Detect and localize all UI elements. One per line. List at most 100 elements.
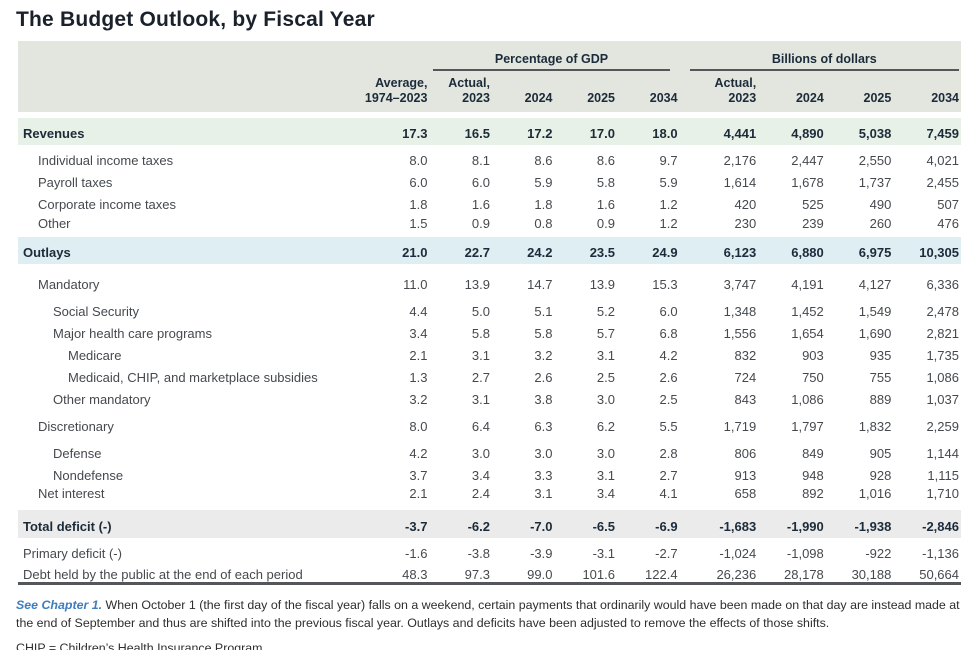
row-label: Discretionary bbox=[38, 419, 114, 434]
cell-value: 5,038 bbox=[825, 112, 894, 148]
cell-value: 3.0 bbox=[471, 446, 490, 461]
cell-value: 6.4 bbox=[471, 419, 490, 434]
cell-value: 843 bbox=[734, 392, 757, 407]
row-label: Social Security bbox=[53, 304, 139, 319]
cell-value: -1,990 bbox=[758, 500, 826, 541]
budget-table: Percentage of GDP Billions of dollars Av… bbox=[18, 41, 961, 585]
table-row: Debt held by the public at the end of ea… bbox=[18, 561, 961, 585]
row-label: Other bbox=[38, 216, 71, 231]
cell-value: 750 bbox=[802, 370, 824, 385]
cell-value: 7,459 bbox=[893, 112, 961, 148]
table-row: Social Security 4.4 5.0 5.1 5.2 6.0 1,348 1,452… bbox=[18, 292, 961, 319]
group-header-billions-cell: Billions of dollars bbox=[679, 41, 961, 71]
cell-value: 420 bbox=[734, 197, 757, 212]
cell-value: 6,880 bbox=[758, 231, 826, 267]
row-label: Defense bbox=[53, 446, 102, 461]
cell-value: 6.8 bbox=[659, 326, 678, 341]
cell-value: 239 bbox=[802, 216, 824, 231]
cell-value: 1,719 bbox=[723, 419, 757, 434]
column-header: Actual, 2023 bbox=[679, 71, 759, 115]
cell-value: 2,176 bbox=[723, 153, 757, 168]
cell-value: 525 bbox=[802, 197, 824, 212]
cell-value: 3.2 bbox=[409, 392, 428, 407]
cell-value: 13.9 bbox=[464, 277, 490, 292]
group-header-gdp: Percentage of GDP bbox=[433, 52, 670, 71]
cell-value: 4,890 bbox=[758, 112, 826, 148]
cell-value: -1.6 bbox=[405, 546, 428, 561]
cell-value: -3.8 bbox=[467, 546, 490, 561]
cell-value: 892 bbox=[802, 485, 824, 501]
row-label: Individual income taxes bbox=[38, 153, 174, 168]
column-header-row: Average, 1974–2023 Actual, 2023 2024 2025 2034… bbox=[18, 71, 961, 115]
cell-value: 0.9 bbox=[471, 216, 490, 231]
row-label: Corporate income taxes bbox=[38, 197, 177, 212]
cell-value: 28,178 bbox=[758, 561, 826, 585]
cell-value: 1,735 bbox=[926, 348, 959, 363]
row-label: Revenues bbox=[18, 112, 343, 148]
table-header: Percentage of GDP Billions of dollars Av… bbox=[18, 41, 961, 115]
cell-value: 1.3 bbox=[409, 370, 428, 385]
row-label: Payroll taxes bbox=[38, 175, 113, 190]
cell-value: 5.8 bbox=[534, 326, 553, 341]
cell-value: 3.4 bbox=[471, 468, 490, 483]
cell-value: 1,086 bbox=[791, 392, 824, 407]
cell-value: 755 bbox=[869, 370, 892, 385]
cell-value: 11.0 bbox=[403, 277, 428, 292]
cell-value: 2,478 bbox=[926, 304, 959, 319]
cell-value: 2.1 bbox=[409, 348, 428, 363]
cell-value: -1,938 bbox=[825, 500, 894, 541]
table-row: Other mandatory 3.2 3.1 3.8 3.0 2.5 843 1,086 88… bbox=[18, 385, 961, 407]
cell-value: 4,441 bbox=[679, 112, 759, 148]
cell-value: 2.6 bbox=[534, 370, 553, 385]
cell-value: 2,447 bbox=[791, 153, 824, 168]
cell-value: 3,747 bbox=[723, 277, 757, 292]
cell-value: 2,821 bbox=[926, 326, 959, 341]
cell-value: 17.2 bbox=[491, 112, 555, 148]
cell-value: 5.1 bbox=[534, 304, 553, 319]
row-label: Net interest bbox=[38, 485, 105, 501]
cell-value: 1.8 bbox=[409, 197, 428, 212]
cell-value: 1,614 bbox=[723, 175, 757, 190]
table-row: Revenues 17.3 16.5 17.2 17.0 18.0 4,441 4,890 5,… bbox=[18, 112, 961, 148]
cell-value: 8.1 bbox=[471, 153, 490, 168]
cell-value: -1,683 bbox=[679, 500, 759, 541]
cell-value: 1,832 bbox=[858, 419, 892, 434]
cell-value: 1,654 bbox=[791, 326, 824, 341]
row-label: Medicare bbox=[68, 348, 122, 363]
cell-value: -1,098 bbox=[786, 546, 824, 561]
cell-value: 1,086 bbox=[926, 370, 959, 385]
row-label: Other mandatory bbox=[53, 392, 151, 407]
cell-value: 1.5 bbox=[409, 216, 428, 231]
table-row: Individual income taxes 8.0 8.1 8.6 8.6 9.7 2,… bbox=[18, 146, 961, 168]
cell-value: 849 bbox=[802, 446, 824, 461]
cell-value: 4.2 bbox=[659, 348, 678, 363]
table-row: Outlays 21.0 22.7 24.2 23.5 24.9 6,123 6,880 6,9… bbox=[18, 231, 961, 267]
cell-value: -1,136 bbox=[922, 546, 959, 561]
cell-value: 1,710 bbox=[926, 485, 959, 501]
cell-value: -6.2 bbox=[429, 500, 492, 541]
cell-value: -7.0 bbox=[491, 500, 555, 541]
cell-value: 4,127 bbox=[858, 277, 892, 292]
cell-value: 18.0 bbox=[617, 112, 680, 148]
cell-value: 5.0 bbox=[471, 304, 490, 319]
cell-value: 1.2 bbox=[659, 216, 678, 231]
page-title: The Budget Outlook, by Fiscal Year bbox=[16, 8, 375, 31]
row-label: Outlays bbox=[18, 231, 343, 267]
group-header-gdp-cell: Percentage of GDP bbox=[429, 41, 680, 71]
cell-value: 2,455 bbox=[926, 175, 959, 190]
cell-value: -3.9 bbox=[530, 546, 553, 561]
cell-value: 4,021 bbox=[926, 153, 959, 168]
cell-value: 17.3 bbox=[342, 112, 430, 148]
group-header-row: Percentage of GDP Billions of dollars bbox=[18, 41, 961, 71]
row-label: Major health care programs bbox=[53, 326, 212, 341]
cell-value: 23.5 bbox=[554, 231, 617, 267]
footnote-shift-note: See Chapter 1. When October 1 (the first… bbox=[16, 596, 961, 633]
cell-value: 2,259 bbox=[926, 419, 959, 434]
cell-value: 1.2 bbox=[659, 197, 678, 212]
cell-value: -2,846 bbox=[893, 500, 961, 541]
cell-value: 935 bbox=[869, 348, 892, 363]
cell-value: 26,236 bbox=[679, 561, 759, 585]
cell-value: 1.8 bbox=[534, 197, 553, 212]
cell-value: 4,191 bbox=[791, 277, 824, 292]
cell-value: 8.6 bbox=[596, 153, 615, 168]
